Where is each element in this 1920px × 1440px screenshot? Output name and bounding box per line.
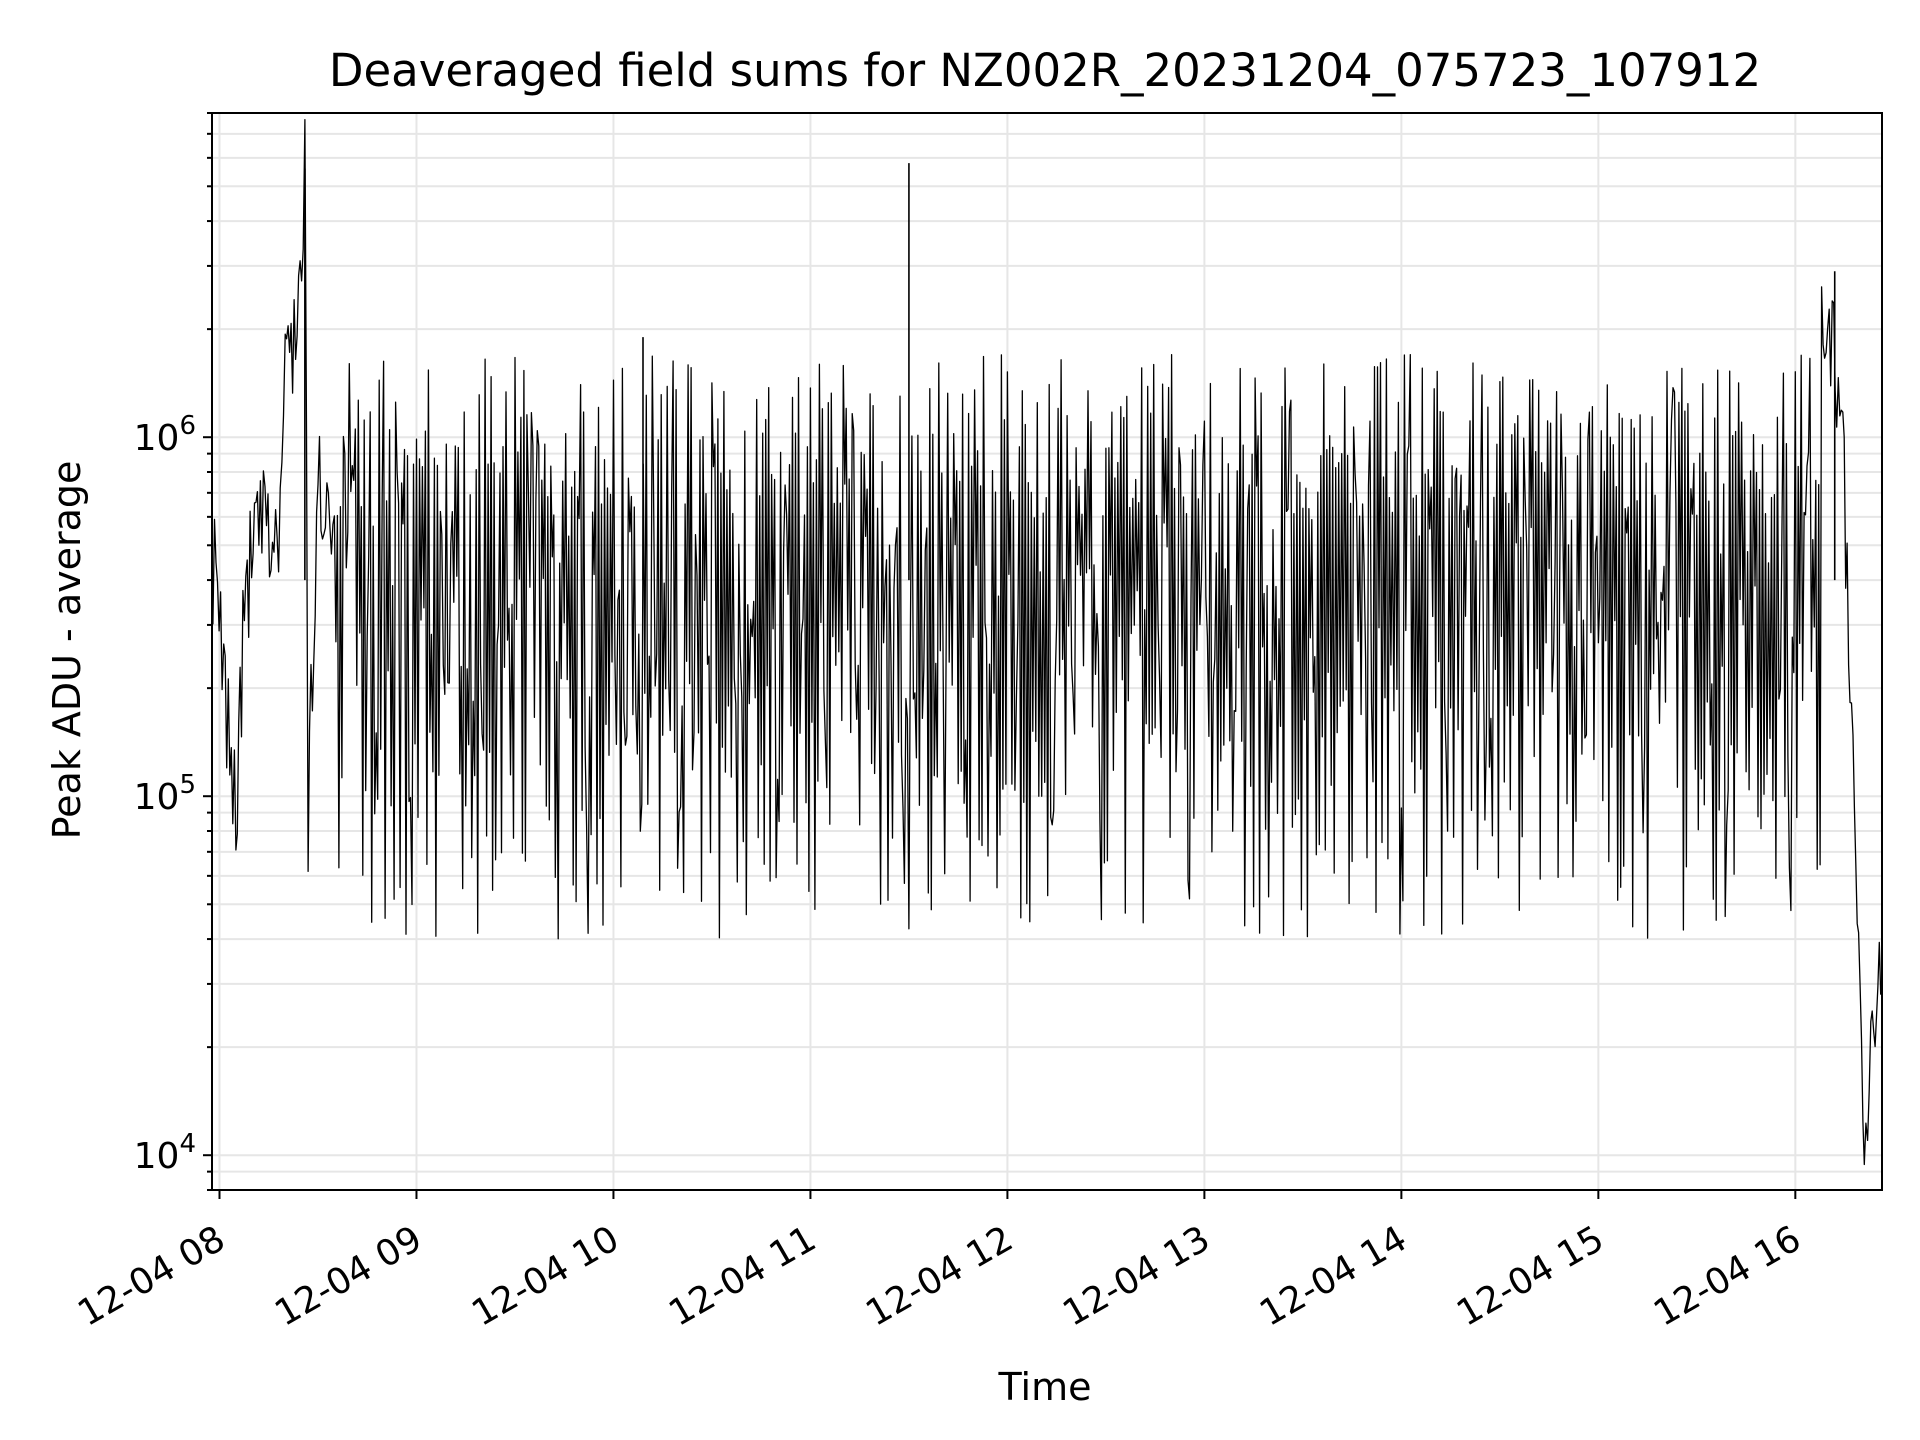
x-tick-label: 12-04 11: [662, 1218, 823, 1334]
x-tick-label: 12-04 12: [859, 1218, 1020, 1334]
y-tick-label: 105: [134, 770, 196, 818]
plot-frame: [211, 112, 1883, 1191]
y-axis: 104 105 106: [134, 112, 212, 1191]
y-axis-label: Peak ADU - average: [45, 461, 89, 840]
x-tick-label: 12-04 13: [1056, 1218, 1217, 1334]
series-line: [212, 119, 1882, 1166]
y-tick-label: 106: [134, 411, 196, 459]
chart-title: Deaveraged field sums for NZ002R_2023120…: [329, 44, 1761, 97]
x-tick-label: 12-04 15: [1450, 1218, 1611, 1334]
x-tick-label: 12-04 09: [268, 1218, 429, 1334]
y-tick-label: 104: [134, 1129, 196, 1177]
x-tick-label: 12-04 16: [1647, 1218, 1808, 1334]
x-axis-label: Time: [998, 1365, 1092, 1409]
series-polyline: [212, 119, 1882, 1166]
x-tick-label: 12-04 14: [1253, 1218, 1414, 1334]
x-tick-label: 12-04 08: [71, 1218, 232, 1334]
x-axis: 12-04 08 12-04 09 12-04 10 12-04 11 12-04 12…: [71, 1190, 1808, 1335]
x-tick-label: 12-04 10: [465, 1218, 626, 1334]
